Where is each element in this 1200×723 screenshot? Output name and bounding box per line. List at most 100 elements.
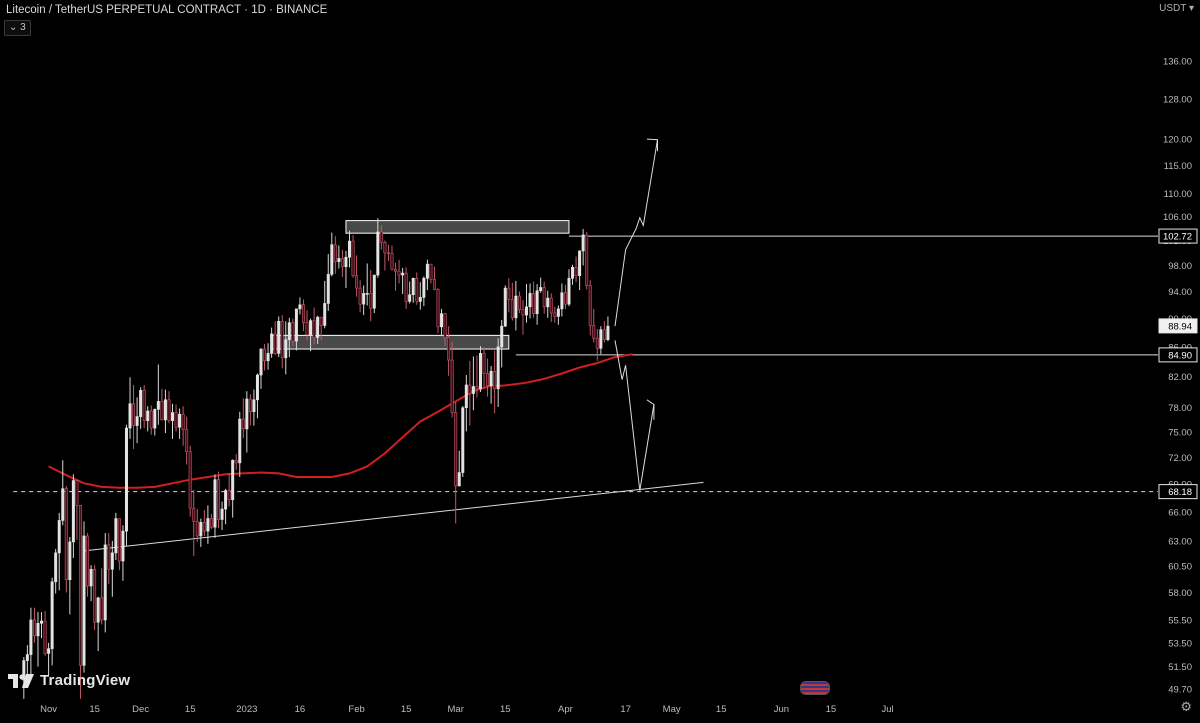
candle-body [592, 325, 596, 339]
candle [524, 284, 528, 323]
time-tick-label: Apr [558, 704, 573, 715]
candle [436, 288, 440, 334]
candle-body [291, 322, 295, 342]
currency-select[interactable]: USDT ▾ [1159, 3, 1194, 14]
tradingview-logo-icon [8, 673, 34, 688]
candle-body [422, 277, 426, 298]
candle [100, 568, 104, 625]
time-tick-label: 15 [89, 704, 100, 715]
candle [75, 479, 79, 540]
price-marker-box [1158, 228, 1198, 244]
candle-body [25, 654, 29, 661]
candle-body [326, 274, 330, 304]
candle-body [532, 293, 536, 314]
candle [376, 218, 380, 278]
candle-body [82, 535, 86, 666]
candle [432, 266, 436, 291]
price-tick-label: 49.70 [1168, 684, 1192, 695]
candle [107, 533, 111, 584]
candle [188, 445, 192, 517]
candle-body [415, 277, 419, 302]
candles-layer [22, 218, 610, 699]
candle [174, 404, 178, 432]
candle-body [436, 289, 440, 328]
candle-body [234, 459, 238, 464]
candle [464, 375, 468, 432]
indicators-toggle-button[interactable]: ⌄ 3 [4, 20, 31, 36]
time-tick-label: 16 [295, 704, 306, 715]
candle [163, 389, 167, 434]
candle-body [563, 292, 567, 305]
candle [517, 291, 521, 313]
candle [429, 263, 433, 284]
candle [171, 403, 175, 439]
tradingview-logo[interactable]: TradingView [8, 672, 130, 689]
candle [227, 473, 231, 507]
candle-body [599, 329, 603, 349]
candle-body [255, 374, 259, 401]
candle [54, 548, 58, 594]
candle-body [178, 413, 182, 428]
price-tick-label: 53.50 [1168, 638, 1192, 649]
candle [337, 245, 341, 269]
candle [47, 642, 51, 676]
candle [139, 387, 143, 429]
candle-body [220, 508, 224, 520]
candle [447, 326, 451, 376]
candle-body [482, 353, 486, 374]
candle [443, 312, 447, 347]
candle [500, 319, 504, 368]
candle [110, 540, 114, 597]
candle-body [411, 277, 415, 296]
price-tick-label: 51.50 [1168, 662, 1192, 673]
candle-body [142, 390, 146, 421]
candle [408, 281, 412, 304]
candle [549, 293, 553, 322]
us-flag-icon[interactable] [800, 681, 830, 695]
candle-body [199, 522, 203, 537]
candle [510, 282, 514, 321]
candle-body [581, 234, 585, 252]
candle [411, 277, 415, 303]
candle-body [124, 427, 128, 532]
candle [585, 231, 589, 290]
candle-body [454, 412, 458, 487]
candle [397, 259, 401, 284]
symbol-title[interactable]: Litecoin / TetherUS PERPETUAL CONTRACT ·… [6, 4, 328, 16]
candle [36, 612, 40, 667]
price-tick-label: 82.00 [1168, 372, 1192, 383]
candle [234, 454, 238, 470]
candle [132, 384, 136, 450]
time-axis[interactable]: Nov 15 Dec 15 2023 16 Feb 15 Mar 15 Apr 17 May 15 Jun 1… [40, 704, 894, 715]
candle-body [36, 623, 40, 637]
candle-body [248, 398, 252, 413]
price-tick-label: 75.00 [1168, 428, 1192, 439]
candle-body [394, 268, 398, 272]
candle-body [270, 333, 274, 354]
candle-body [503, 287, 507, 327]
candle-body [128, 403, 132, 429]
candle-body [195, 521, 199, 537]
candle [344, 250, 348, 289]
candle-body [351, 240, 355, 276]
price-marker-label: 88.94 [1168, 321, 1192, 332]
candle [277, 316, 281, 358]
candle-body [549, 297, 553, 314]
candle-body [386, 252, 390, 255]
candle [86, 533, 90, 597]
candle-body [107, 544, 111, 570]
candle [89, 565, 93, 602]
price-tick-label: 98.00 [1168, 261, 1192, 272]
candle-body [110, 552, 114, 570]
candle-body [22, 660, 26, 681]
settings-gear-icon[interactable]: ⚙ [1180, 699, 1192, 714]
time-tick-label: Dec [132, 704, 149, 715]
time-tick-label: Nov [40, 704, 57, 715]
candle-body [160, 401, 164, 421]
drawings-layer [614, 138, 658, 491]
candle [440, 308, 444, 337]
price-tick-label: 72.00 [1168, 453, 1192, 464]
candle-body [486, 373, 490, 387]
